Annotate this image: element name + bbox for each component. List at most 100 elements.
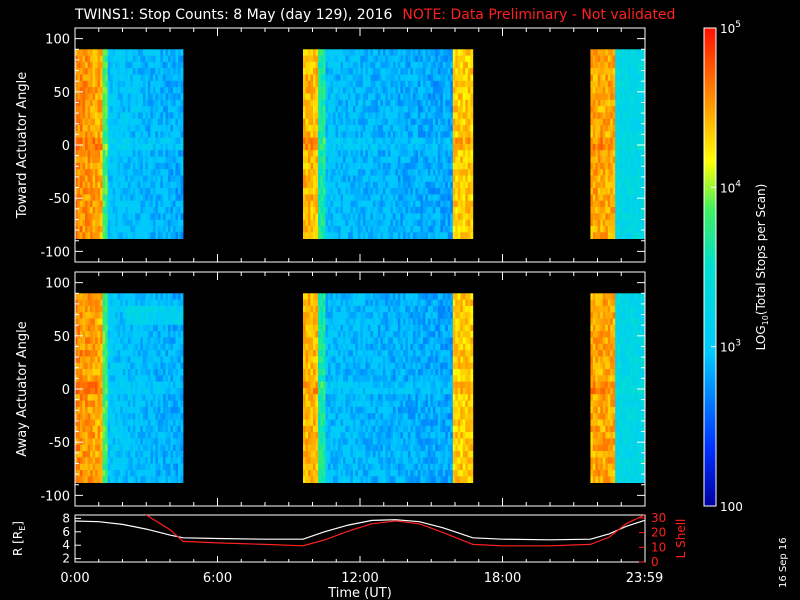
heat-cell <box>452 87 456 94</box>
heat-cell <box>320 181 324 189</box>
heat-cell <box>462 162 466 170</box>
heat-cell <box>615 213 619 221</box>
heat-cell <box>122 175 126 183</box>
heat-cell <box>348 118 351 126</box>
heat-cell <box>402 143 406 151</box>
heat-cell <box>632 200 636 208</box>
heat-cell <box>82 350 86 357</box>
heat-cell <box>445 162 449 170</box>
heat-cell <box>100 137 103 145</box>
heat-cell <box>367 49 371 56</box>
heat-cell <box>432 55 436 63</box>
heat-cell <box>622 74 626 82</box>
heat-cell <box>147 61 151 69</box>
heat-cell <box>350 55 354 63</box>
heat-cell <box>630 219 633 227</box>
heat-cell <box>110 432 114 439</box>
heat-cell <box>467 162 471 170</box>
heat-cell <box>165 232 169 239</box>
heat-cell <box>390 49 394 56</box>
heat-cell <box>117 394 121 401</box>
heat-cell <box>125 444 129 452</box>
heat-cell <box>140 369 144 376</box>
heat-cell <box>445 226 449 233</box>
heat-cell <box>455 106 459 113</box>
heat-cell <box>82 162 86 170</box>
heat-cell <box>605 219 609 227</box>
heat-cell <box>142 156 146 164</box>
heat-cell <box>612 106 616 113</box>
heat-cell <box>375 169 379 176</box>
heat-cell <box>315 232 319 239</box>
heat-cell <box>442 194 446 202</box>
heat-cell <box>323 49 326 56</box>
heat-cell <box>122 118 126 126</box>
heat-cell <box>305 80 309 88</box>
heat-cell <box>352 232 356 239</box>
heat-cell <box>152 68 156 75</box>
heat-cell <box>427 150 431 157</box>
heat-cell <box>102 476 106 483</box>
heat-cell <box>452 74 456 82</box>
heat-cell <box>310 49 314 56</box>
heat-cell <box>127 444 131 452</box>
heat-cell <box>390 219 394 227</box>
heat-cell <box>140 87 144 94</box>
heat-cell <box>400 68 404 75</box>
heat-cell <box>407 207 411 214</box>
heat-cell <box>142 400 146 408</box>
heat-cell <box>320 213 324 221</box>
heat-cell <box>597 232 601 239</box>
heat-cell <box>77 226 81 233</box>
heat-cell <box>350 181 354 189</box>
heat-cell <box>308 87 311 94</box>
heat-cell <box>323 55 326 63</box>
heat-cell <box>607 150 611 157</box>
heat-cell <box>102 457 106 465</box>
heat-cell <box>315 188 319 195</box>
heat-cell <box>313 49 316 56</box>
heat-cell <box>160 207 164 214</box>
heat-cell <box>80 226 83 233</box>
heat-cell <box>592 131 596 138</box>
heat-cell <box>85 406 88 414</box>
heat-cell <box>432 131 436 138</box>
heat-cell <box>460 156 464 164</box>
heat-cell <box>110 356 114 364</box>
heat-cell <box>155 55 159 63</box>
heat-cell <box>440 188 444 195</box>
heat-cell <box>318 181 321 189</box>
heat-cell <box>92 181 96 189</box>
heat-cell <box>600 74 604 82</box>
heat-cell <box>390 188 394 195</box>
heat-cell <box>163 80 166 88</box>
heat-cell <box>405 150 409 157</box>
heat-cell <box>390 169 394 176</box>
heat-cell <box>420 175 424 183</box>
heat-cell <box>417 106 421 113</box>
heat-cell <box>407 213 411 221</box>
heat-cell <box>330 219 334 227</box>
heat-cell <box>412 49 416 56</box>
heat-cell <box>362 200 366 208</box>
heat-cell <box>175 55 179 63</box>
heat-cell <box>597 143 601 151</box>
heat-cell <box>130 194 134 202</box>
heat-cell <box>105 438 109 446</box>
heat-cell <box>595 87 599 94</box>
heat-cell <box>97 200 101 208</box>
heat-cell <box>385 87 389 94</box>
heat-cell <box>107 419 111 427</box>
heat-cell <box>430 55 434 63</box>
heat-cell <box>112 87 116 94</box>
heat-cell <box>95 400 98 408</box>
heat-cell <box>465 99 469 107</box>
heat-cell <box>310 93 314 101</box>
heat-cell <box>632 87 636 94</box>
heat-cell <box>132 362 136 370</box>
heat-cell <box>325 162 329 170</box>
heat-cell <box>110 305 114 313</box>
heat-cell <box>155 118 159 126</box>
heat-cell <box>75 181 78 189</box>
heat-cell <box>397 80 401 88</box>
